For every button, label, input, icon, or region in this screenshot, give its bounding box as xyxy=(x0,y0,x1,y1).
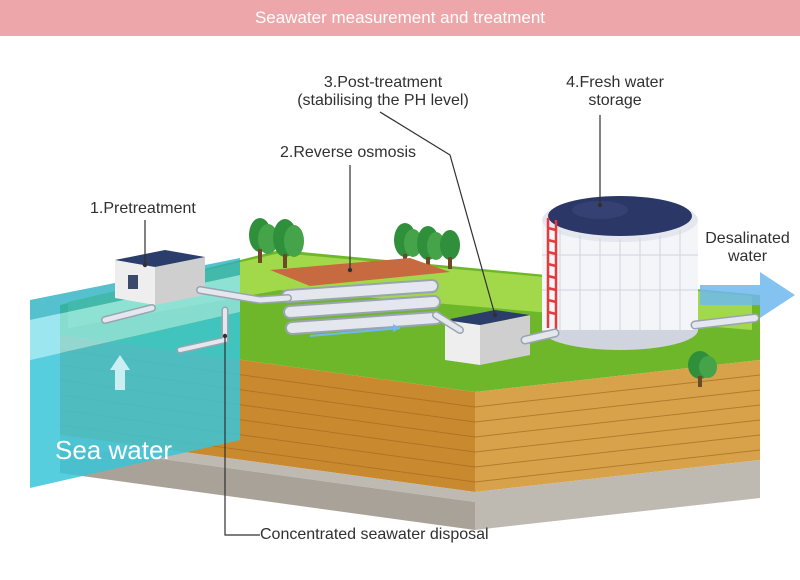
ro-unit xyxy=(270,258,450,336)
building-pretreatment xyxy=(115,250,205,305)
label-step3: 3.Post-treatment (stabilising the PH lev… xyxy=(278,74,488,110)
storage-tank xyxy=(542,196,698,350)
label-step4: 4.Fresh water storage xyxy=(555,74,675,110)
title-banner: Seawater measurement and treatment xyxy=(0,0,800,36)
building-posttreatment xyxy=(445,310,530,365)
label-output: Desalinated water xyxy=(700,230,795,266)
diagram-svg xyxy=(0,40,800,580)
label-step2: 2.Reverse osmosis xyxy=(280,144,416,162)
label-sea: Sea water xyxy=(55,435,172,466)
label-step1: 1.Pretreatment xyxy=(90,200,196,218)
label-disposal: Concentrated seawater disposal xyxy=(260,526,489,544)
diagram-stage: 1.Pretreatment 2.Reverse osmosis 3.Post-… xyxy=(0,40,800,580)
